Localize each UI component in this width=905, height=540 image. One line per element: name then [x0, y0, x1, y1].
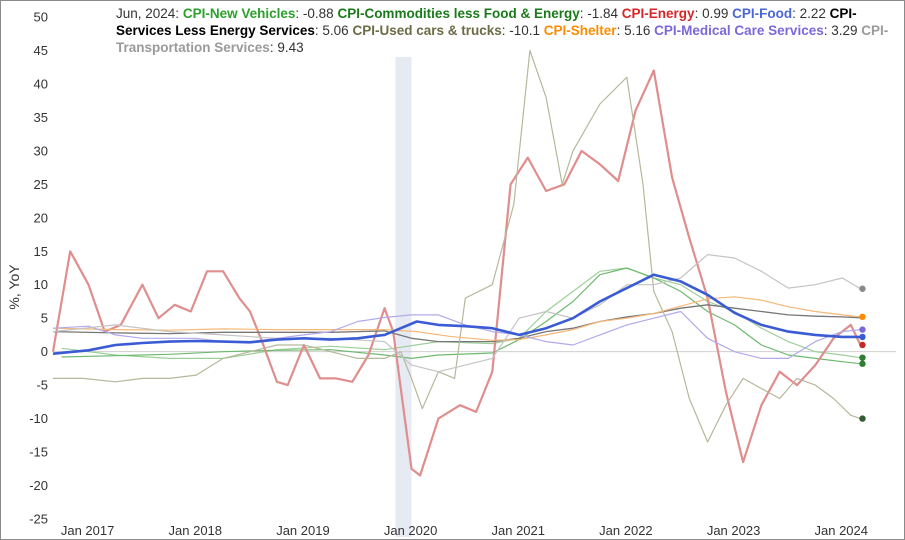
x-tick-label: Jan 2019: [276, 523, 330, 538]
y-tick-label: 35: [34, 110, 48, 125]
recession-shading: [395, 57, 412, 537]
series-line-cpi-new-vehicles: [61, 267, 861, 359]
y-tick-label: -15: [29, 445, 48, 460]
y-tick-label: -20: [29, 478, 48, 493]
legend-series-name: CPI-New Vehicles: [182, 6, 296, 21]
y-tick-label: -10: [29, 411, 48, 426]
series-line-cpi-used-cars-trucks: [53, 49, 861, 443]
series-line-cpi-transportation-services: [52, 254, 861, 373]
legend-series-name: CPI-Shelter: [540, 23, 617, 38]
end-marker: [859, 313, 866, 321]
y-tick-label: 5: [41, 311, 48, 326]
series-line-cpi-services-less-energy-services: [52, 304, 861, 343]
series-line-cpi-shelter: [52, 296, 861, 341]
y-tick-label: 15: [34, 244, 48, 259]
legend-series-value: 5.06: [322, 23, 349, 38]
series-line-cpi-commodities-less-food-energy: [61, 267, 861, 365]
legend-series-name: CPI-Transportation Services: [116, 23, 889, 55]
legend-series-name: CPI-Used cars & trucks: [348, 23, 502, 38]
y-axis-label: %, YoY: [6, 264, 22, 310]
legend-series-name: CPI-Commodities less Food & Energy: [333, 6, 580, 21]
end-marker: [859, 326, 866, 333]
legend-items: CPI-New Vehicles: -0.88 CPI-Commodities …: [116, 6, 888, 55]
legend-series-value: 0.99: [702, 6, 729, 21]
x-axis: Jan 2017 Jan 2018 Jan 2019 Jan 2020 Jan 2021…: [61, 523, 868, 538]
legend-separator: :: [792, 6, 800, 21]
y-tick-label: 40: [34, 76, 48, 91]
end-marker: [859, 341, 866, 349]
x-tick-label: Jan 2022: [599, 523, 653, 538]
x-tick-label: Jan 2017: [61, 523, 115, 538]
series-lines: [51, 49, 862, 477]
legend-series-name: CPI-Services Less Energy Services: [116, 6, 857, 38]
recession-band: [395, 57, 412, 537]
legend-separator: :: [501, 23, 510, 38]
x-tick-label: Jan 2023: [707, 523, 761, 538]
legend-separator: :: [579, 6, 588, 21]
x-tick-label: Jan 2021: [492, 523, 546, 538]
legend-header: Jun, 2024:: [116, 6, 180, 21]
x-tick-label: Jan 2018: [169, 523, 223, 538]
y-tick-label: 20: [34, 210, 48, 225]
legend-separator: :: [694, 6, 703, 21]
series-line-cpi-food: [52, 273, 861, 355]
y-tick-label: 10: [34, 277, 48, 292]
y-tick-label: -5: [36, 378, 48, 393]
legend-separator: :: [616, 23, 625, 38]
end-marker: [859, 415, 866, 422]
end-marker: [859, 333, 866, 341]
legend-series-value: -10.1: [509, 23, 541, 38]
x-tick-label: Jan 2024: [815, 523, 869, 538]
legend-series-name: CPI-Energy: [618, 6, 695, 21]
legend-series-name: CPI-Medical Care Services: [650, 23, 824, 38]
end-marker: [859, 354, 866, 361]
y-tick-label: 0: [41, 344, 48, 359]
legend-series-name: CPI-Food: [728, 6, 793, 21]
end-marker: [859, 360, 866, 367]
legend-series-value: 3.29: [831, 23, 858, 38]
y-axis: -25 -20 -15 -10 -5 0 5 10 15 20 25 30 35 40 45 50: [29, 10, 48, 527]
legend-series-value: 2.22: [799, 6, 826, 21]
end-marker: [859, 285, 866, 292]
legend-separator: :: [295, 6, 303, 21]
legend-separator: :: [823, 23, 832, 38]
y-tick-label: 45: [34, 43, 48, 58]
y-tick-label: 50: [34, 10, 48, 25]
legend-separator: :: [269, 40, 278, 55]
legend-series-value: 5.16: [624, 23, 651, 38]
legend-series-value: 9.43: [277, 40, 304, 55]
legend: Jun, 2024: CPI-New Vehicles: -0.88 CPI-C…: [116, 5, 896, 56]
series-line-cpi-energy: [51, 69, 862, 477]
series-end-markers: [859, 285, 866, 422]
legend-separator: :: [314, 23, 323, 38]
y-tick-label: -25: [29, 512, 48, 527]
x-tick-label: Jan 2020: [384, 523, 438, 538]
legend-series-value: -0.88: [302, 6, 334, 21]
legend-series-value: -1.84: [587, 6, 619, 21]
y-tick-label: 25: [34, 177, 48, 192]
y-tick-label: 30: [34, 143, 48, 158]
